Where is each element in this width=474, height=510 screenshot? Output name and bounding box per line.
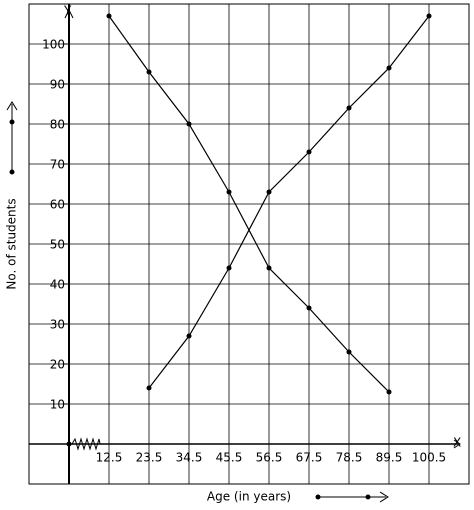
x-tick-label: 100.5 <box>412 451 446 465</box>
x-axis-arrow <box>453 439 461 449</box>
y-tick-label: 60 <box>50 198 65 212</box>
y-tick-label: 30 <box>50 318 65 332</box>
y-axis-arrow <box>64 8 74 19</box>
data-point <box>346 349 352 355</box>
data-point <box>146 385 152 391</box>
x-tick-label: 45.5 <box>216 451 243 465</box>
x-tick-label: 56.5 <box>256 451 283 465</box>
data-point <box>306 305 312 311</box>
origin-dot <box>66 441 72 447</box>
axis-break <box>71 437 101 451</box>
y-tick-label: 10 <box>50 398 65 412</box>
y-direction-arrow <box>6 101 18 175</box>
series-line <box>148 15 430 389</box>
y-tick-label: 80 <box>50 118 65 132</box>
y-tick-label: 40 <box>50 278 65 292</box>
data-point <box>226 265 232 271</box>
x-tick-label: 12.5 <box>96 451 123 465</box>
data-point <box>186 121 192 127</box>
x-axis-label: Age (in years) <box>207 490 291 504</box>
data-point <box>226 189 232 195</box>
x-tick-label: 34.5 <box>176 451 203 465</box>
x-axis-letter: X <box>453 436 461 450</box>
data-point <box>386 389 392 395</box>
data-point <box>426 13 432 19</box>
data-point <box>386 65 392 71</box>
y-tick-label: 20 <box>50 358 65 372</box>
data-point <box>266 265 272 271</box>
data-point <box>186 333 192 339</box>
data-point <box>266 189 272 195</box>
y-tick-label: 50 <box>50 238 65 252</box>
y-axis-letter: Y <box>63 4 72 18</box>
data-point <box>306 149 312 155</box>
data-point <box>146 69 152 75</box>
x-tick-label: 23.5 <box>136 451 163 465</box>
y-tick-label: 90 <box>50 78 65 92</box>
y-axis-label: No. of students <box>5 198 19 289</box>
x-tick-label: 78.5 <box>336 451 363 465</box>
data-point <box>346 105 352 111</box>
y-tick-label: 70 <box>50 158 65 172</box>
y-tick-label: 100 <box>42 38 65 52</box>
x-tick-label: 67.5 <box>296 451 323 465</box>
x-direction-arrow <box>315 491 389 503</box>
data-point <box>106 13 112 19</box>
x-tick-label: 89.5 <box>376 451 403 465</box>
